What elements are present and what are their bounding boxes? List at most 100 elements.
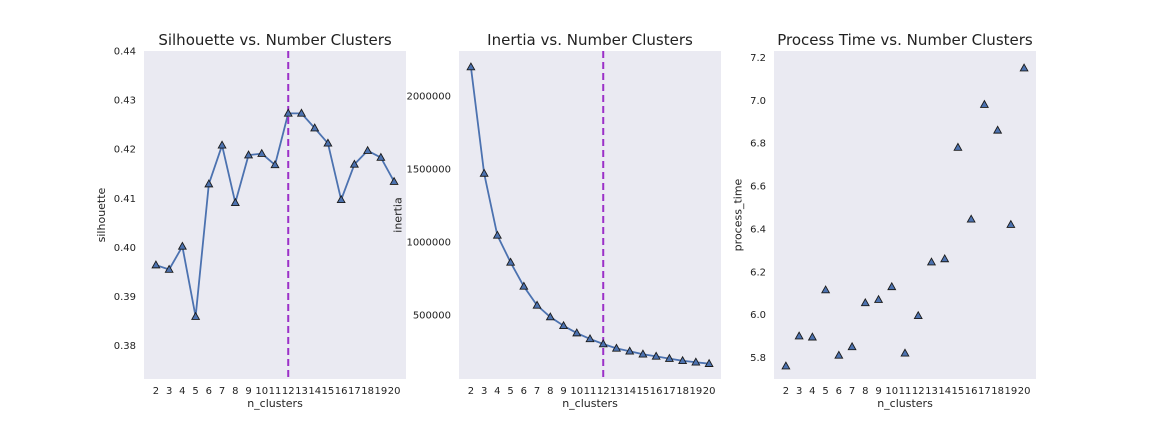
data-point [873,294,884,303]
data-point [638,349,648,358]
data-point [389,176,399,185]
x-tick-label: 17 [978,386,991,397]
x-tick-label: 15 [952,386,965,397]
data-point [979,99,989,108]
data-point [847,341,857,351]
x-tick-label: 4 [494,386,500,397]
x-tick-label: 4 [179,386,185,397]
data-point [1019,63,1029,72]
x-tick-label: 10 [255,386,268,397]
x-tick-label: 14 [308,386,321,397]
x-tick-label: 2 [468,386,474,397]
x-tick-label: 7 [219,386,225,397]
x-tick-label: 3 [166,386,172,397]
x-tick-label: 13 [295,386,308,397]
data-point [363,145,373,154]
data-point [283,108,293,117]
data-point [323,138,333,147]
data-point [794,331,804,340]
x-tick-label: 5 [192,386,198,397]
y-tick-label: 0.41 [114,194,136,205]
x-axis-label-inertia: n_clusters [562,397,618,410]
y-tick-label: 0.40 [114,243,136,254]
y-axis-label-silhouette: silhouette [95,187,108,242]
y-tick-label: 6.6 [750,182,766,193]
data-point [598,339,608,348]
x-axis-label-process-time: n_clusters [877,397,933,410]
y-tick-label: 2000000 [406,92,451,103]
x-tick-label: 12 [597,386,610,397]
chart-title-inertia: Inertia vs. Number Clusters [487,31,693,49]
data-point [993,125,1003,134]
x-tick-label: 11 [899,386,912,397]
x-tick-label: 20 [388,386,401,397]
panel-silhouette: Silhouette vs. Number Clusters 2 3 4 5 6 7 8 9 10… [95,31,406,410]
data-point [572,328,582,337]
data-point [625,346,635,355]
data-point [691,357,701,366]
x-tick-label: 15 [637,386,650,397]
data-point [349,159,359,168]
data-point [1006,219,1016,228]
data-point [953,142,963,151]
y-tick-label: 0.43 [114,96,136,107]
plot-area-process-time [774,51,1036,379]
data-point [558,320,569,330]
data-point [651,351,661,360]
data-point [704,358,714,367]
y-tick-label: 0.42 [114,145,136,156]
chart-title-silhouette: Silhouette vs. Number Clusters [158,31,392,49]
data-point [191,311,201,320]
y-tick-label: 0.44 [114,47,136,58]
y-tick-label: 0.38 [114,341,136,352]
plot-area-inertia [459,51,721,379]
y-tick-label: 6.4 [750,224,766,235]
data-point [807,332,817,341]
x-tick-label: 8 [232,386,238,397]
data-point [664,353,674,362]
y-tick-label: 7.2 [750,53,766,64]
x-tick-label: 9 [560,386,566,397]
x-tick-label: 7 [849,386,855,397]
x-tick-label: 20 [703,386,716,397]
x-tick-label: 3 [796,386,802,397]
data-point [834,350,844,359]
panel-process-time: Process Time vs. Number Clusters 2 3 4 5 6 7 8 9… [731,31,1036,410]
data-point [243,150,254,159]
data-point [479,168,489,177]
data-point [492,230,502,239]
data-point [926,257,937,266]
data-point [204,179,214,188]
data-point [532,300,542,309]
y-tick-label: 6.0 [750,310,766,321]
y-tick-label: 1000000 [406,237,451,248]
data-point [177,241,187,250]
data-point [900,348,910,357]
x-tick-label: 2 [783,386,789,397]
x-tick-label: 5 [507,386,513,397]
data-point [860,297,870,307]
x-axis-label-silhouette: n_clusters [247,397,303,410]
x-tick-label: 19 [689,386,702,397]
y-tick-label: 7.0 [750,96,766,107]
x-tick-label: 9 [245,386,251,397]
y-tick-label: 1500000 [406,165,451,176]
x-tick-label: 14 [938,386,951,397]
x-tick-label: 18 [676,386,689,397]
x-tick-label: 6 [206,386,212,397]
plot-area-silhouette [144,51,406,379]
data-point [230,197,240,206]
data-point [217,140,227,149]
data-point [519,281,529,290]
x-tick-label: 13 [925,386,938,397]
data-point [781,361,791,370]
x-tick-label: 17 [663,386,676,397]
x-tick-label: 10 [885,386,898,397]
data-point [585,333,595,343]
chart-title-process-time: Process Time vs. Number Clusters [777,31,1033,49]
data-point [310,123,320,132]
x-tick-label: 12 [282,386,295,397]
x-tick-label: 7 [534,386,540,397]
data-point [887,281,897,291]
